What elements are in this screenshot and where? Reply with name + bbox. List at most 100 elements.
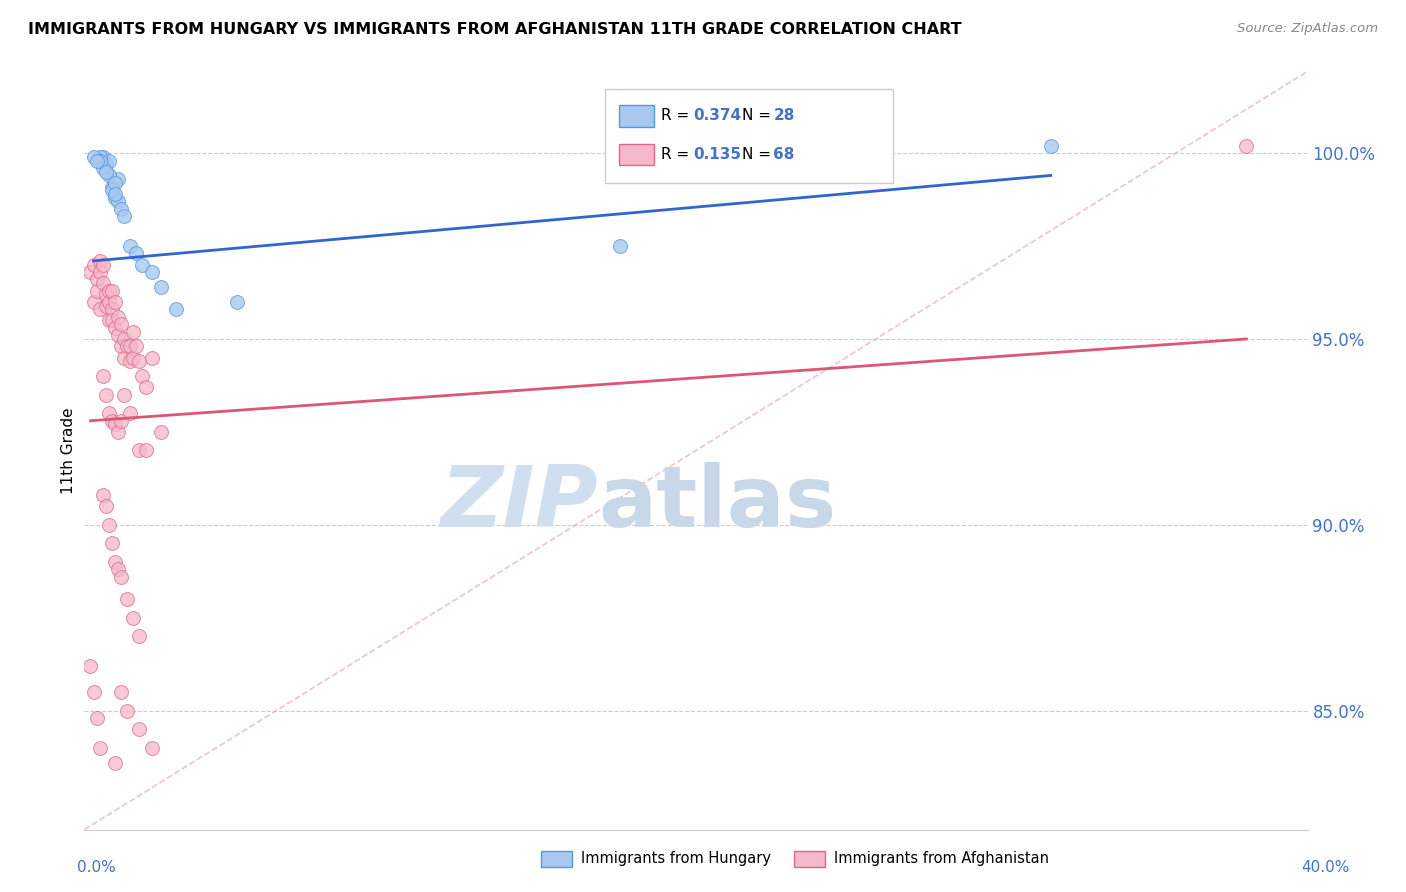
Point (104, 186, 127, 201)
Point (104, 555, 127, 569)
Text: 68: 68 (773, 147, 794, 161)
Point (120, 406, 142, 420)
Point (131, 369, 153, 384)
Point (97, 406, 120, 420)
Text: R =: R = (661, 147, 695, 161)
Point (97, 517, 120, 532)
Point (94, 287, 117, 301)
Point (101, 302, 124, 317)
Text: 0.0%: 0.0% (77, 860, 117, 874)
Point (89, 153, 111, 168)
Point (110, 570, 132, 584)
Point (135, 380, 157, 394)
Point (94, 164, 117, 178)
Point (149, 425, 172, 439)
Point (110, 414, 132, 428)
Point (104, 756, 127, 770)
Point (107, 328, 129, 343)
Point (89, 253, 111, 268)
Point (1039, 138, 1062, 153)
Point (89, 150, 111, 164)
Point (110, 339, 132, 353)
Point (91, 277, 114, 291)
Point (101, 183, 124, 197)
Point (107, 194, 129, 209)
Point (86, 711, 108, 725)
Point (101, 284, 124, 298)
Point (86, 272, 108, 286)
Point (94, 298, 117, 312)
Point (97, 153, 120, 168)
Point (115, 704, 138, 718)
Text: 0.135: 0.135 (693, 147, 741, 161)
Text: R =: R = (661, 109, 695, 123)
Point (79, 265, 101, 279)
Point (128, 629, 150, 643)
Text: Immigrants from Afghanistan: Immigrants from Afghanistan (834, 852, 1049, 866)
Point (112, 332, 135, 346)
Point (94, 387, 117, 401)
Point (91, 488, 114, 502)
Point (135, 443, 157, 458)
Text: Immigrants from Hungary: Immigrants from Hungary (581, 852, 770, 866)
Text: ZIP: ZIP (440, 462, 598, 545)
Point (122, 610, 145, 624)
Point (125, 339, 148, 353)
Point (83, 150, 105, 164)
Point (97, 313, 120, 327)
Text: 28: 28 (773, 109, 794, 123)
Point (131, 258, 153, 272)
Point (91, 161, 114, 175)
Point (104, 417, 127, 432)
Point (141, 740, 163, 755)
Point (122, 325, 145, 339)
Text: IMMIGRANTS FROM HUNGARY VS IMMIGRANTS FROM AFGHANISTAN 11TH GRADE CORRELATION CH: IMMIGRANTS FROM HUNGARY VS IMMIGRANTS FR… (28, 22, 962, 37)
Point (165, 302, 187, 317)
Text: Source: ZipAtlas.com: Source: ZipAtlas.com (1237, 22, 1378, 36)
Point (112, 387, 135, 401)
Point (101, 536, 124, 550)
Point (107, 562, 129, 576)
Point (115, 592, 138, 607)
Point (141, 351, 163, 365)
Point (107, 425, 129, 439)
Point (91, 150, 114, 164)
Point (86, 284, 108, 298)
Point (110, 317, 132, 331)
Point (89, 265, 111, 279)
Point (120, 339, 142, 353)
Point (141, 265, 163, 279)
Point (91, 369, 114, 384)
Point (120, 354, 142, 368)
Point (128, 723, 150, 737)
Point (89, 302, 111, 317)
Point (104, 294, 127, 309)
Text: N =: N = (742, 147, 776, 161)
Point (83, 294, 105, 309)
Point (110, 202, 132, 216)
Point (83, 685, 105, 699)
Point (104, 176, 127, 190)
Point (115, 339, 138, 353)
Text: 0.374: 0.374 (693, 109, 741, 123)
Point (125, 246, 148, 260)
Point (226, 294, 249, 309)
Point (89, 740, 111, 755)
Point (128, 443, 150, 458)
Point (104, 320, 127, 334)
Point (110, 685, 132, 699)
Point (101, 179, 124, 194)
Y-axis label: 11th Grade: 11th Grade (60, 407, 76, 494)
Point (120, 239, 142, 253)
Text: N =: N = (742, 109, 776, 123)
Point (79, 659, 101, 673)
Point (94, 157, 117, 171)
Point (94, 499, 117, 513)
Point (609, 239, 631, 253)
Point (97, 284, 120, 298)
Point (91, 258, 114, 272)
Point (101, 313, 124, 327)
Point (107, 310, 129, 324)
Point (83, 258, 105, 272)
Text: atlas: atlas (598, 462, 837, 545)
